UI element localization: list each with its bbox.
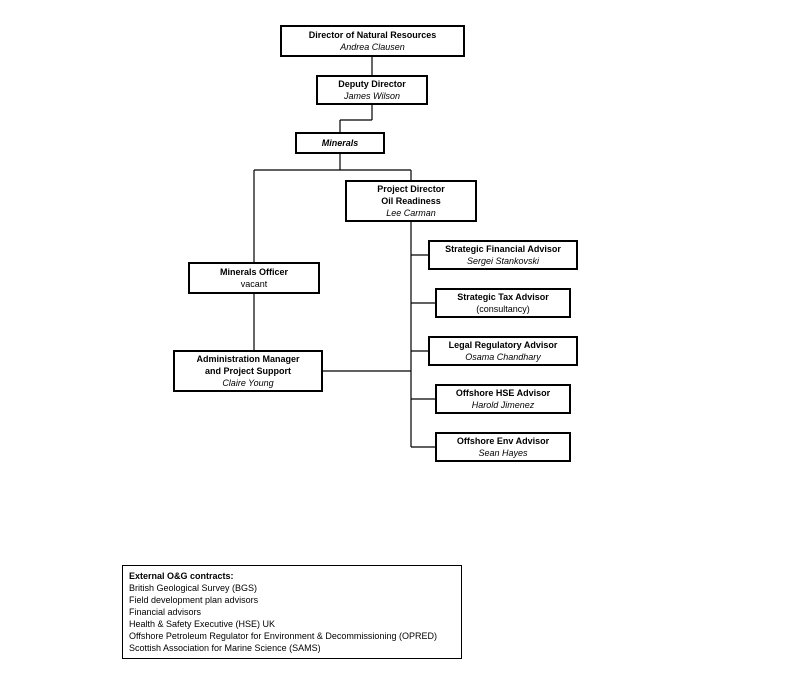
org-node-hse: Offshore HSE AdvisorHarold Jimenez [435, 384, 571, 414]
org-node-title: Administration Manager [196, 353, 299, 365]
external-contract-item: British Geological Survey (BGS) [129, 582, 455, 594]
org-node-deputy: Deputy DirectorJames Wilson [316, 75, 428, 105]
org-node-title: Legal Regulatory Advisor [449, 339, 558, 351]
external-contract-item: Field development plan advisors [129, 594, 455, 606]
org-node-title: and Project Support [205, 365, 291, 377]
org-node-name: Osama Chandhary [465, 351, 541, 363]
external-contracts-list: British Geological Survey (BGS)Field dev… [129, 582, 455, 654]
external-contracts-box: External O&G contracts: British Geologic… [122, 565, 462, 659]
org-node-name: Sean Hayes [478, 447, 527, 459]
org-node-name: Lee Carman [386, 207, 436, 219]
external-contract-item: Financial advisors [129, 606, 455, 618]
org-node-name: Claire Young [222, 377, 273, 389]
org-node-title: Offshore Env Advisor [457, 435, 549, 447]
org-node-name: James Wilson [344, 90, 400, 102]
org-node-name: (consultancy) [476, 303, 530, 315]
org-node-name: vacant [241, 278, 268, 290]
org-node-name: Harold Jimenez [472, 399, 535, 411]
org-node-title: Offshore HSE Advisor [456, 387, 550, 399]
external-contract-item: Health & Safety Executive (HSE) UK [129, 618, 455, 630]
org-node-env: Offshore Env AdvisorSean Hayes [435, 432, 571, 462]
external-contract-item: Offshore Petroleum Regulator for Environ… [129, 630, 455, 642]
org-node-title: Strategic Financial Advisor [445, 243, 561, 255]
external-contract-item: Scottish Association for Marine Science … [129, 642, 455, 654]
org-node-minoff: Minerals Officervacant [188, 262, 320, 294]
org-node-director: Director of Natural ResourcesAndrea Clau… [280, 25, 465, 57]
org-node-title: Deputy Director [338, 78, 406, 90]
org-node-title: Minerals Officer [220, 266, 288, 278]
org-node-title: Minerals [322, 137, 359, 149]
org-node-admin: Administration Managerand Project Suppor… [173, 350, 323, 392]
org-node-title: Director of Natural Resources [309, 29, 437, 41]
org-node-taxadv: Strategic Tax Advisor(consultancy) [435, 288, 571, 318]
org-node-name: Andrea Clausen [340, 41, 405, 53]
org-node-title: Oil Readiness [381, 195, 441, 207]
org-node-finadv: Strategic Financial AdvisorSergei Stanko… [428, 240, 578, 270]
org-node-legal: Legal Regulatory AdvisorOsama Chandhary [428, 336, 578, 366]
external-contracts-heading: External O&G contracts: [129, 570, 455, 582]
org-node-title: Project Director [377, 183, 445, 195]
org-node-projdir: Project DirectorOil ReadinessLee Carman [345, 180, 477, 222]
org-node-minerals: Minerals [295, 132, 385, 154]
org-node-name: Sergei Stankovski [467, 255, 539, 267]
org-node-title: Strategic Tax Advisor [457, 291, 549, 303]
